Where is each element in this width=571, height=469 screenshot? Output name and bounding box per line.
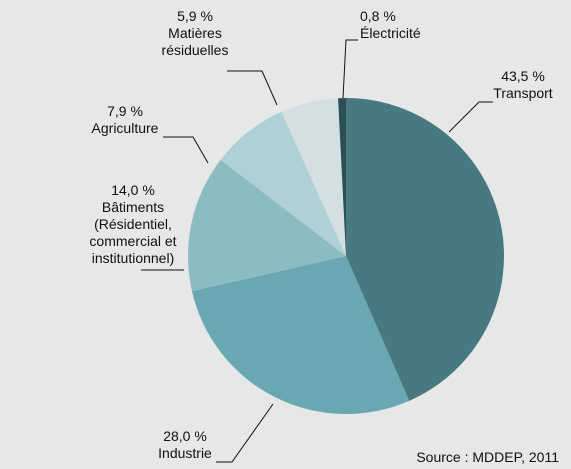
leader-line xyxy=(448,101,493,133)
category-label: Transport xyxy=(493,85,553,101)
value-label: 7,9 % xyxy=(107,103,143,119)
value-label: 5,9 % xyxy=(177,8,213,24)
pie-slice xyxy=(338,98,346,256)
pie-slice xyxy=(188,159,346,292)
pie-slice xyxy=(346,98,504,401)
slice-label: 5,9 % Matières résiduelles xyxy=(140,8,250,59)
pie-slice xyxy=(281,98,346,257)
slice-label: 0,8 % Électricité xyxy=(360,8,460,42)
category-label: Agriculture xyxy=(91,120,159,136)
slice-label: 28,0 % Industrie xyxy=(140,428,230,462)
leader-line xyxy=(163,136,209,164)
category-label: Électricité xyxy=(360,25,421,41)
leader-line xyxy=(227,70,278,106)
source: Source : MDDEP, 2011 xyxy=(416,449,559,465)
value-label: 43,5 % xyxy=(501,68,545,84)
value-label: 28,0 % xyxy=(163,428,207,444)
pie-slice xyxy=(191,256,410,414)
value-label: 0,8 % xyxy=(360,8,396,24)
value-label: 14,0 % xyxy=(111,182,155,198)
slice-label: 43,5 % Transport xyxy=(476,68,570,102)
slice-label: 7,9 % Agriculture xyxy=(70,103,180,137)
slice-label: 14,0 % Bâtiments (Résidentiel, commercial… xyxy=(68,182,198,267)
category-label: Matières résiduelles xyxy=(161,25,229,58)
leader-line xyxy=(216,403,274,463)
pie-slice xyxy=(220,111,346,257)
leader-line xyxy=(342,39,358,99)
category-label: Bâtiments (Résidentiel, commercial et in… xyxy=(89,199,177,266)
category-label: Industrie xyxy=(158,445,212,461)
